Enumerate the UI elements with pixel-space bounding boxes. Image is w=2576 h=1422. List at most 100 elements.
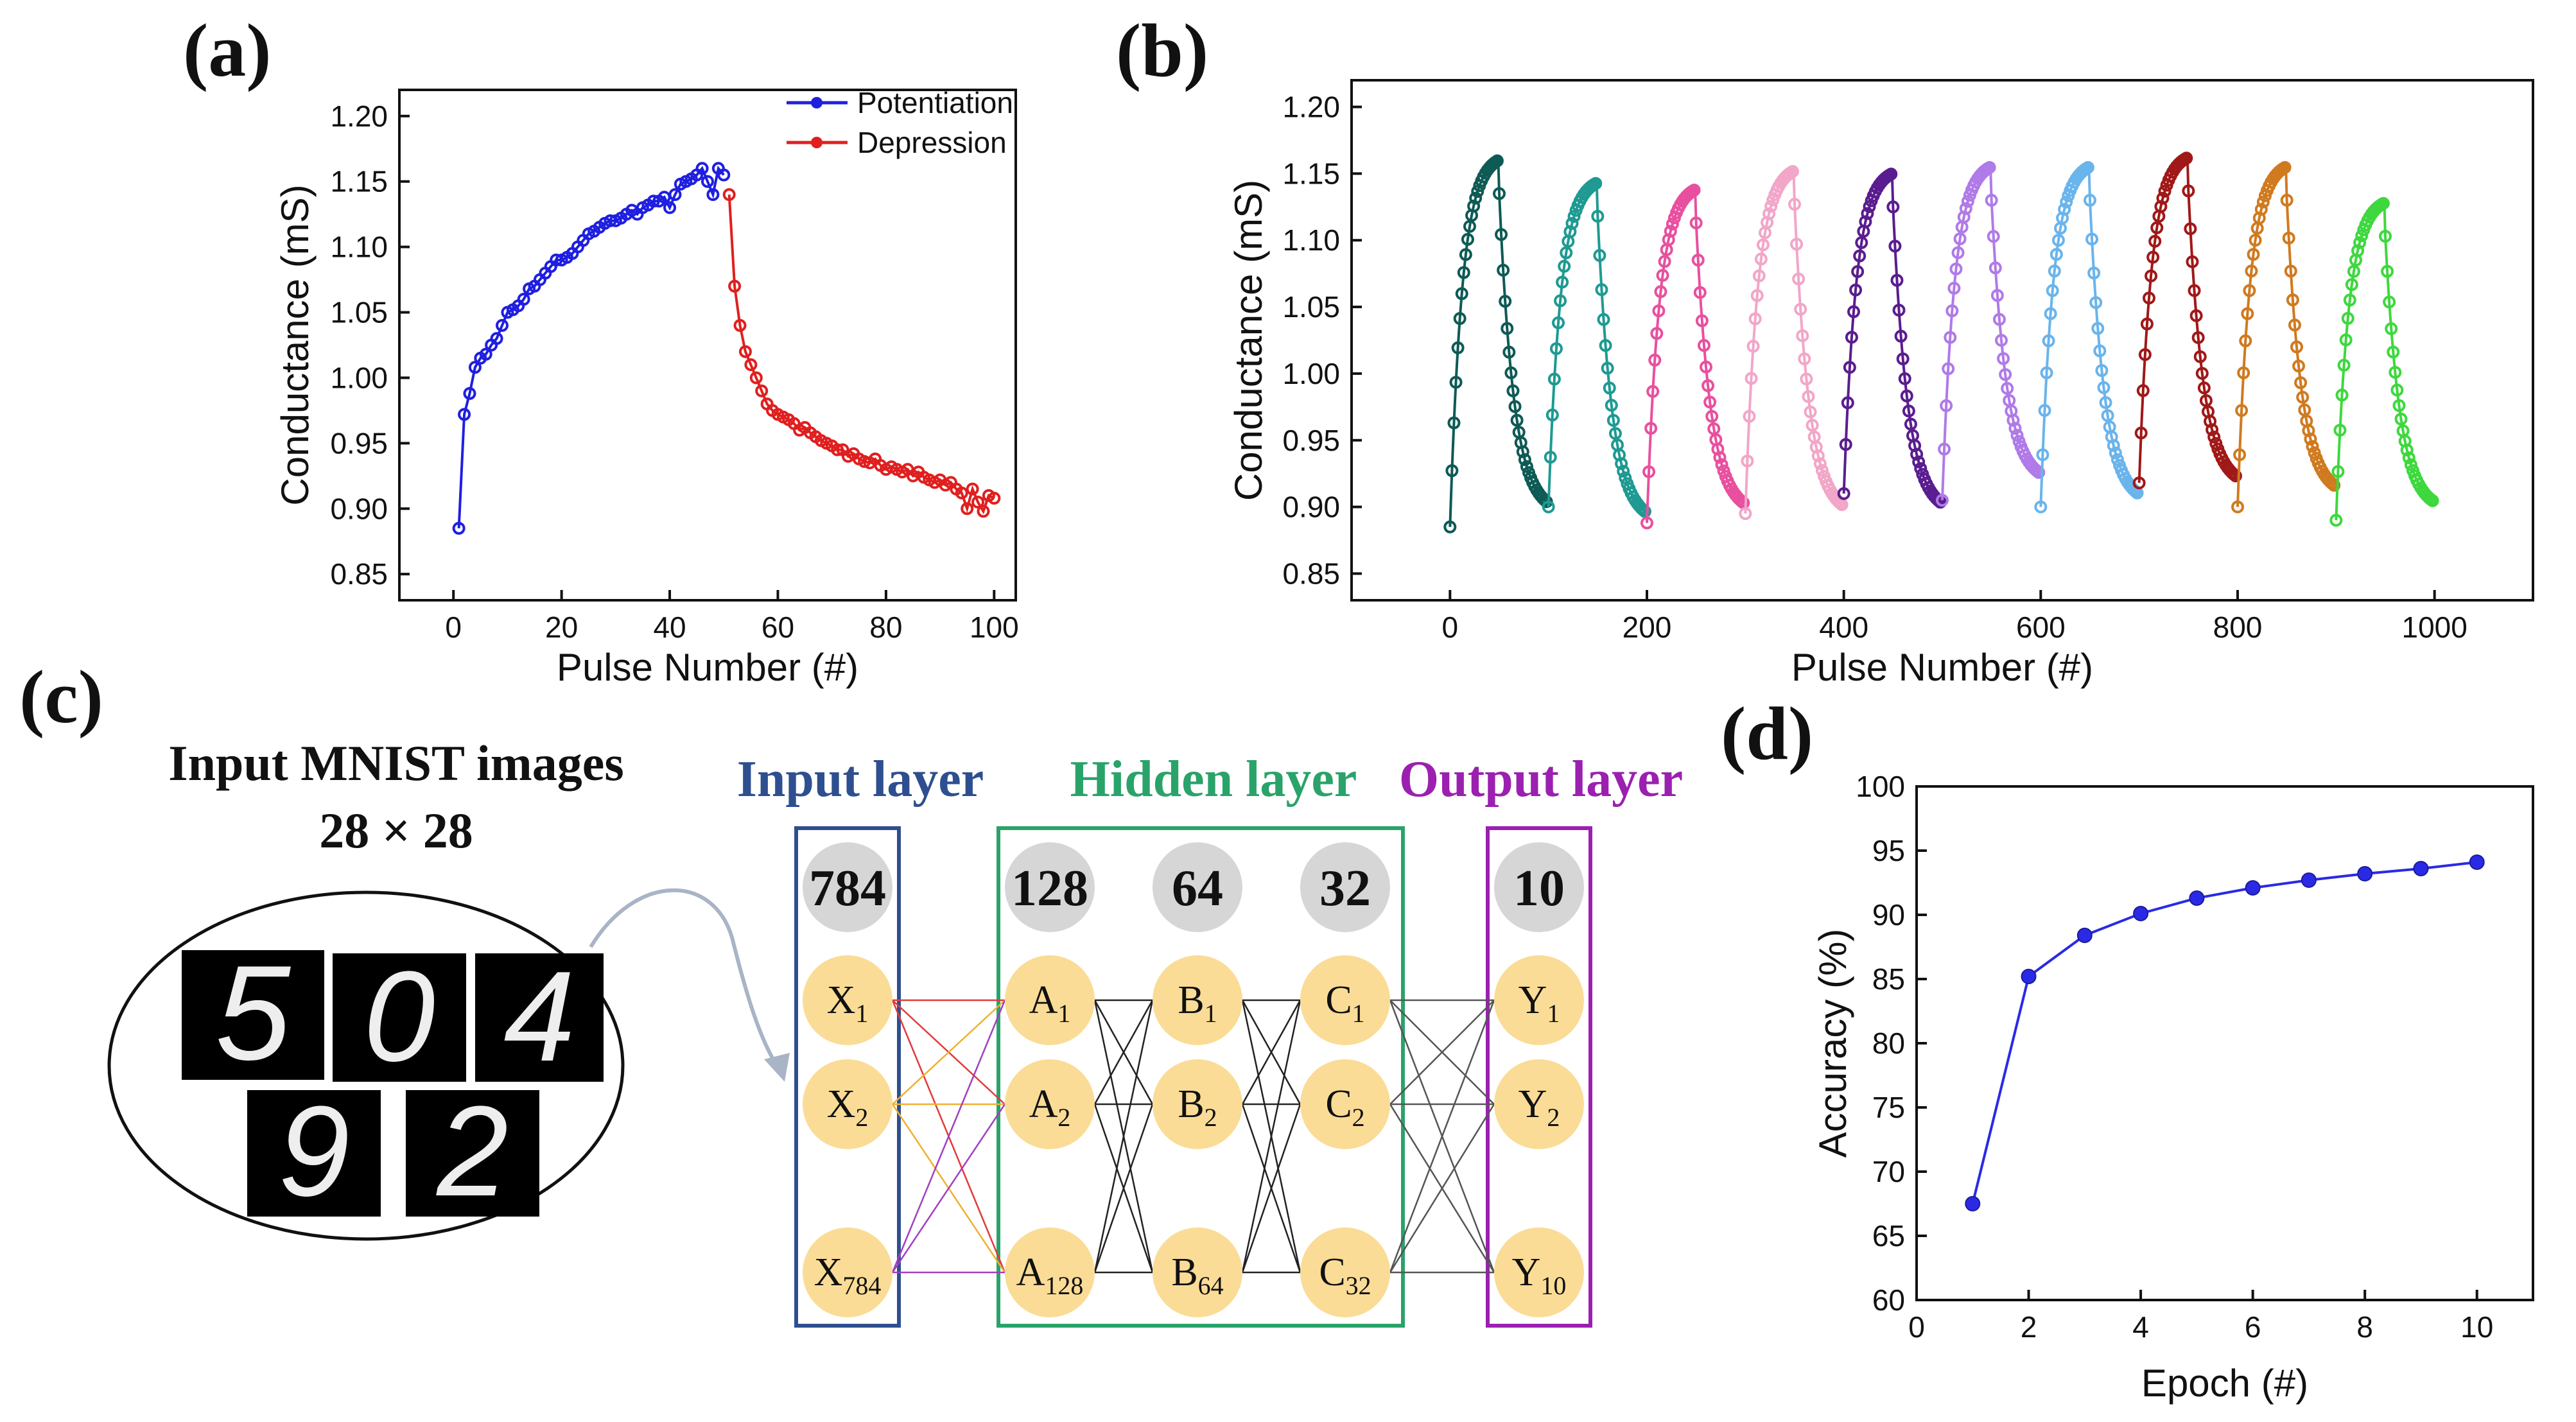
data-point (2249, 234, 2262, 247)
data-point (2085, 232, 2099, 246)
data-point (2156, 191, 2170, 205)
data-point (2134, 426, 2148, 440)
data-point (2237, 366, 2250, 379)
data-point (2093, 344, 2107, 358)
data-point (2189, 309, 2203, 322)
cycle-line-4 (1842, 171, 1942, 505)
data-point (2357, 866, 2373, 881)
network-diagram: Input layer Hidden layer Output layer 78… (737, 751, 1683, 1328)
edge (1389, 1104, 1495, 1273)
data-point (1940, 399, 1953, 412)
data-point (2206, 423, 2219, 437)
data-point (458, 408, 471, 421)
y-tick-label: 1.15 (330, 165, 388, 198)
data-point (1563, 225, 1577, 238)
plot-frame (1350, 79, 2534, 602)
y-tick-label: 1.20 (330, 100, 388, 133)
neuron-node (1153, 1227, 1242, 1317)
neuron-node (1300, 955, 1390, 1045)
data-point (2345, 278, 2358, 291)
data-point (2235, 404, 2249, 417)
neuron-node (1494, 1059, 1584, 1149)
data-point (1806, 419, 1819, 432)
data-point (2132, 476, 2146, 490)
edge (1241, 1104, 1301, 1273)
edge (891, 1000, 1006, 1273)
layer-count-circle (803, 842, 892, 932)
data-point (717, 168, 731, 182)
x-axis-label: Pulse Number (#) (1791, 646, 2093, 689)
data-point (1764, 200, 1778, 213)
x-tick-label: 600 (2016, 611, 2066, 644)
data-point (1851, 265, 1865, 279)
data-point (1689, 216, 1703, 230)
data-point (988, 492, 1001, 505)
data-point (728, 279, 742, 293)
input-layer-box (794, 826, 901, 1328)
data-point (1469, 191, 1483, 205)
data-point (1560, 246, 1573, 259)
data-point (738, 345, 752, 358)
data-point (1711, 442, 1725, 456)
data-point (2006, 413, 2020, 427)
y-tick-label: 0.90 (1282, 490, 1340, 524)
data-point (1965, 1196, 1981, 1211)
cycle-line-7 (2137, 155, 2238, 483)
y-tick-label: 1.20 (1282, 91, 1340, 124)
data-point (2400, 443, 2414, 456)
data-point (1985, 193, 1998, 207)
hidden-layer-title: Hidden layer (1070, 751, 1357, 808)
data-point (2197, 381, 2211, 395)
edge (1389, 1000, 1495, 1273)
y-tick-label: 85 (1872, 962, 1905, 996)
data-point (1855, 236, 1868, 249)
data-point (1499, 295, 1512, 308)
data-point (2353, 236, 2367, 249)
neuron-node (1494, 1227, 1584, 1317)
y-tick-label: 0.85 (330, 557, 388, 591)
data-point (2337, 358, 2351, 372)
neuron-label: Y10 (1512, 1251, 1567, 1300)
data-point (722, 188, 736, 202)
data-point (468, 361, 482, 374)
data-point (1754, 252, 1768, 266)
data-point (1904, 417, 1917, 431)
data-point (1445, 464, 1459, 478)
data-point (1983, 160, 1996, 174)
y-tick-label: 0.95 (1282, 424, 1340, 457)
neuron-label: Y1 (1519, 978, 1560, 1028)
edge (1093, 1104, 1154, 1273)
legend-marker (811, 97, 822, 108)
data-point (1849, 283, 1863, 297)
data-point (2051, 234, 2065, 247)
data-point (1449, 376, 1463, 389)
x-tick-label: 4 (2132, 1310, 2149, 1344)
y-axis-label: Accuracy (%) (1811, 929, 1854, 1158)
data-point (1987, 230, 2000, 243)
neuron-label: C2 (1325, 1082, 1364, 1132)
data-point (2247, 248, 2260, 261)
data-point (1565, 216, 1579, 230)
edge (1241, 1000, 1301, 1273)
data-point (2048, 264, 2061, 278)
data-point (2032, 465, 2046, 479)
y-tick-label: 95 (1872, 834, 1905, 867)
panel-label-d: (d) (1721, 691, 1813, 776)
data-point (2038, 404, 2051, 417)
data-point (2087, 266, 2101, 280)
neuron-label: A1 (1029, 978, 1071, 1028)
data-point (1886, 200, 1900, 214)
data-point (2292, 360, 2306, 373)
data-point (1910, 447, 1924, 461)
neuron-label: A128 (1016, 1251, 1084, 1300)
data-point (1567, 210, 1581, 223)
data-point (1813, 457, 1827, 471)
neuron-node (1005, 955, 1095, 1045)
data-point (2329, 514, 2343, 527)
data-point (2294, 376, 2308, 390)
data-point (2404, 458, 2417, 471)
data-point (2306, 440, 2319, 453)
data-point (2146, 250, 2160, 264)
data-point (1804, 405, 1817, 419)
